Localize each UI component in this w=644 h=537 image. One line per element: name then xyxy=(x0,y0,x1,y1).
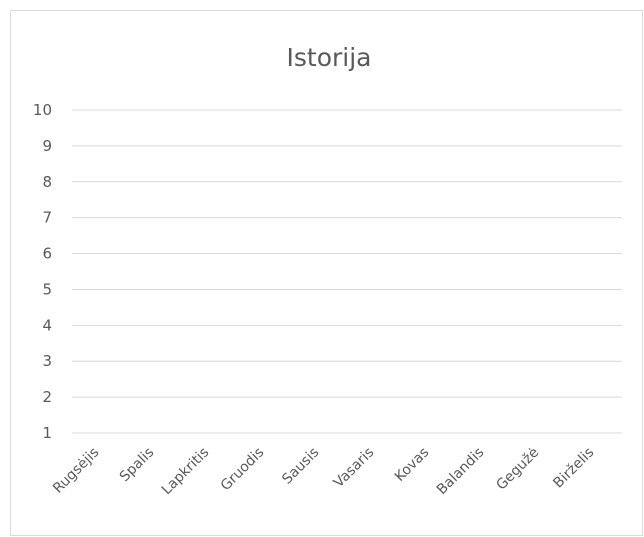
x-category-label: Sausis xyxy=(279,445,322,488)
chart-title: Istorija xyxy=(287,43,372,72)
y-tick-label: 10 xyxy=(33,101,52,119)
y-tick-label: 3 xyxy=(42,352,52,370)
y-tick-label: 4 xyxy=(42,316,52,334)
chart-frame xyxy=(10,10,643,536)
x-category-label: Gruodis xyxy=(218,445,268,495)
y-tick-label: 1 xyxy=(42,424,52,442)
x-category-label: Lapkritis xyxy=(159,445,213,499)
x-category-label: Kovas xyxy=(392,445,432,485)
x-category-label: Birželis xyxy=(550,445,597,492)
y-tick-label: 8 xyxy=(42,173,52,191)
x-category-label: Spalis xyxy=(117,445,158,486)
y-tick-label: 7 xyxy=(42,209,52,227)
y-tick-label: 9 xyxy=(42,137,52,155)
y-tick-label: 2 xyxy=(42,388,52,406)
x-axis-category-labels: Rugsėjis Spalis Lapkritis Gruodis Sausis Vasa… xyxy=(50,445,597,499)
x-category-label: Gegužė xyxy=(493,445,542,494)
y-axis-tick-labels: 1 2 3 4 5 6 7 8 9 10 xyxy=(33,101,52,442)
x-category-label: Rugsėjis xyxy=(50,445,102,497)
y-tick-label: 6 xyxy=(42,245,52,263)
gridlines xyxy=(72,109,622,434)
x-category-label: Vasaris xyxy=(331,445,378,492)
y-tick-label: 5 xyxy=(42,280,52,298)
x-category-label: Balandis xyxy=(434,445,487,498)
